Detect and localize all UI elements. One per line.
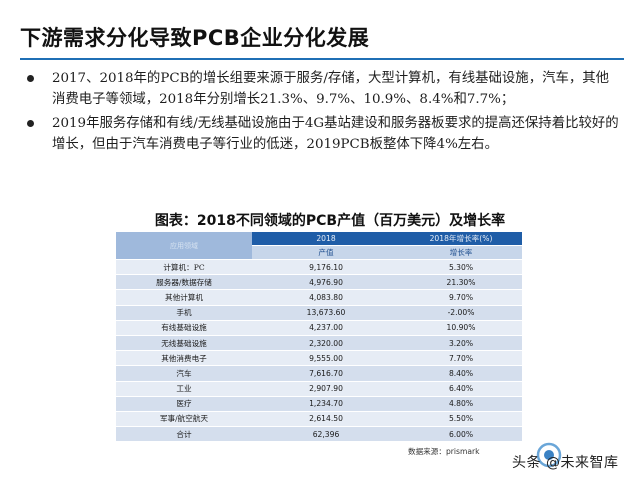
table-subheader-row: 产值 增长率 (116, 245, 522, 260)
value-cell: 2,320.00 (252, 335, 400, 352)
table-row: 无线基础设施 2,320.00 3.20% (116, 335, 522, 352)
value-cell: 7,616.70 (252, 365, 400, 382)
growth-cell: 7.70% (400, 350, 522, 367)
value-cell: 2,907.90 (252, 381, 400, 397)
bullet-item: 2017、2018年的PCB的增长组要来源于服务/存储，大型计算机，有线基础设施… (22, 68, 622, 110)
table-row: 军事/航空航天 2,614.50 5.50% (116, 411, 522, 428)
value-cell: 4,237.00 (252, 320, 400, 336)
title-divider (20, 58, 624, 60)
source-note: 数据来源：prismark (408, 447, 480, 456)
table-row: 汽车 7,616.70 8.40% (116, 365, 522, 382)
growth-cell: 8.40% (400, 365, 522, 382)
table-row: 工业 2,907.90 6.40% (116, 381, 522, 397)
growth-cell: 5.30% (400, 259, 522, 276)
pcb-value-table: 应用领域 2018 2018年增长率(%) 产值 增长率 计算机：PC 9,176… (116, 232, 522, 443)
growth-year-header: 2018年增长率(%) (400, 232, 522, 246)
table-row: 其他计算机 4,083.80 9.70% (116, 289, 522, 306)
growth-cell: 6.00% (400, 426, 522, 443)
value-cell: 9,176.10 (252, 259, 400, 276)
bullet-list: 2017、2018年的PCB的增长组要来源于服务/存储，大型计算机，有线基础设施… (22, 68, 622, 158)
category-cell: 手机 (116, 305, 252, 321)
value-cell: 4,083.80 (252, 289, 400, 306)
value-cell: 13,673.60 (252, 305, 400, 321)
growth-cell: 21.30% (400, 274, 522, 291)
growth-cell: 4.80% (400, 396, 522, 412)
watermark-logo-icon (536, 442, 562, 468)
growth-cell: 9.70% (400, 289, 522, 306)
table-body: 计算机：PC 9,176.10 5.30% 服务器/数据存储 4,976.90 21.30… (116, 259, 522, 443)
category-cell: 军事/航空航天 (116, 411, 252, 428)
value-cell: 1,234.70 (252, 396, 400, 412)
category-cell: 合计 (116, 426, 252, 443)
category-cell: 服务器/数据存储 (116, 274, 252, 291)
category-cell: 其他消费电子 (116, 350, 252, 367)
bullet-text: 2019年服务存储和有线/无线基础设施由于4G基站建设和服务器板要求的提高还保持… (52, 116, 619, 152)
category-cell: 工业 (116, 381, 252, 397)
year-header: 2018 (252, 232, 400, 246)
category-cell: 有线基础设施 (116, 320, 252, 336)
watermark: 头条 @未来智库 (512, 440, 636, 474)
value-cell: 9,555.00 (252, 350, 400, 367)
value-cell: 4,976.90 (252, 274, 400, 291)
growth-cell: 6.40% (400, 381, 522, 397)
category-cell: 计算机：PC (116, 259, 252, 276)
growth-column-header: 增长率 (400, 245, 522, 260)
growth-cell: -2.00% (400, 305, 522, 321)
table-row: 有线基础设施 4,237.00 10.90% (116, 320, 522, 336)
bullet-item: 2019年服务存储和有线/无线基础设施由于4G基站建设和服务器板要求的提高还保持… (22, 113, 622, 155)
category-cell: 其他计算机 (116, 289, 252, 306)
value-cell: 62,396 (252, 426, 400, 443)
watermark-text: 头条 @未来智库 (512, 455, 619, 471)
table-caption: 图表：2018不同领域的PCB产值（百万美元）及增长率 (154, 213, 506, 229)
bullet-text: 2017、2018年的PCB的增长组要来源于服务/存储，大型计算机，有线基础设施… (52, 71, 610, 107)
corner-header: 应用领域 (116, 232, 252, 260)
value-cell: 2,614.50 (252, 411, 400, 428)
table-row: 其他消费电子 9,555.00 7.70% (116, 350, 522, 367)
bullet-dot-icon (27, 75, 34, 82)
table-header-row: 应用领域 2018 2018年增长率(%) (116, 232, 522, 260)
growth-cell: 5.50% (400, 411, 522, 428)
value-column-header: 产值 (252, 245, 400, 260)
growth-cell: 10.90% (400, 320, 522, 336)
table-row: 合计 62,396 6.00% (116, 426, 522, 443)
category-cell: 医疗 (116, 396, 252, 412)
table-row: 医疗 1,234.70 4.80% (116, 396, 522, 412)
table-row: 计算机：PC 9,176.10 5.30% (116, 259, 522, 276)
category-cell: 汽车 (116, 365, 252, 382)
corner-label: 应用领域 (170, 241, 198, 250)
table-row: 服务器/数据存储 4,976.90 21.30% (116, 274, 522, 291)
table-row: 手机 13,673.60 -2.00% (116, 305, 522, 321)
category-cell: 无线基础设施 (116, 335, 252, 352)
bullet-dot-icon (27, 120, 34, 127)
page-title: 下游需求分化导致PCB企业分化发展 (20, 26, 370, 50)
growth-cell: 3.20% (400, 335, 522, 352)
